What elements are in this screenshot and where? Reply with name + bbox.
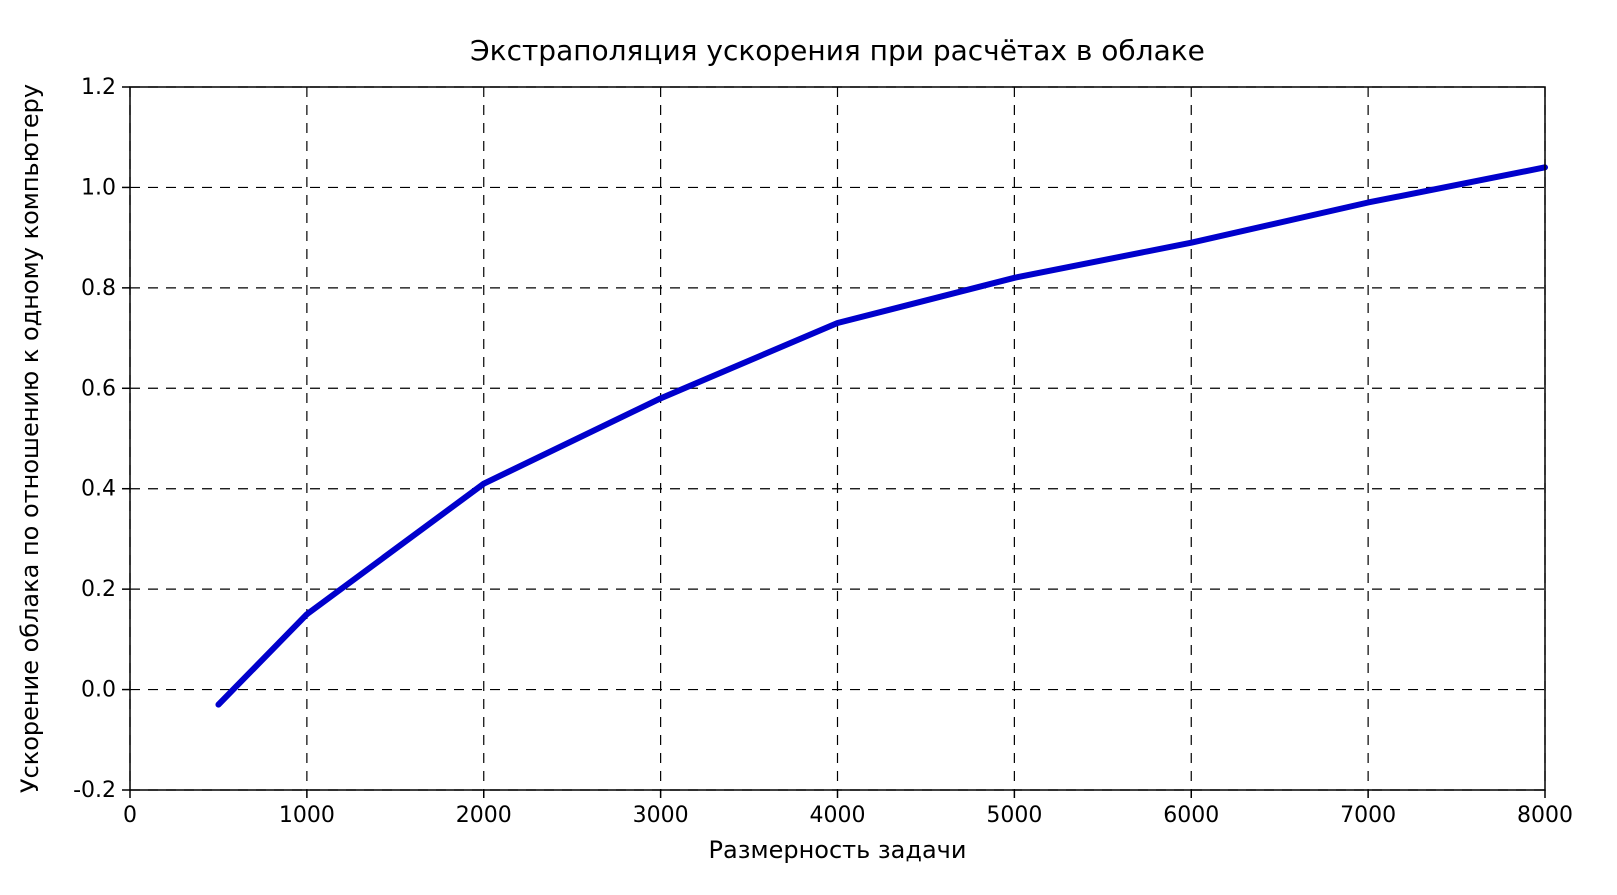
ytick-label: 1.0 xyxy=(81,175,116,200)
xtick-label: 2000 xyxy=(456,803,512,828)
chart-container: 0 1000 2000 3000 4000 5000 6000 7000 8000 -0.2 0.0… xyxy=(0,0,1617,895)
xtick-label: 3000 xyxy=(633,803,689,828)
xtick-label: 8000 xyxy=(1517,803,1573,828)
xtick-label: 5000 xyxy=(986,803,1042,828)
xtick-label: 4000 xyxy=(810,803,866,828)
ytick-label: 0.4 xyxy=(81,477,116,502)
ytick-label: 0.6 xyxy=(81,376,116,401)
xtick-label: 6000 xyxy=(1163,803,1219,828)
chart-background xyxy=(0,0,1617,895)
xtick-label: 0 xyxy=(123,803,137,828)
chart-svg: 0 1000 2000 3000 4000 5000 6000 7000 8000 -0.2 0.0… xyxy=(0,0,1617,895)
xtick-label: 1000 xyxy=(279,803,335,828)
ytick-label: 0.0 xyxy=(81,678,116,703)
chart-title: Экстраполяция ускорения при расчётах в о… xyxy=(470,34,1205,67)
y-axis-label: Ускорение облака по отношению к одному к… xyxy=(16,84,44,793)
ytick-label: 0.2 xyxy=(81,577,116,602)
ytick-label: 1.2 xyxy=(81,75,116,100)
ytick-label: -0.2 xyxy=(73,778,116,803)
xtick-label: 7000 xyxy=(1340,803,1396,828)
ytick-label: 0.8 xyxy=(81,276,116,301)
x-axis-label: Размерность задачи xyxy=(709,836,967,864)
